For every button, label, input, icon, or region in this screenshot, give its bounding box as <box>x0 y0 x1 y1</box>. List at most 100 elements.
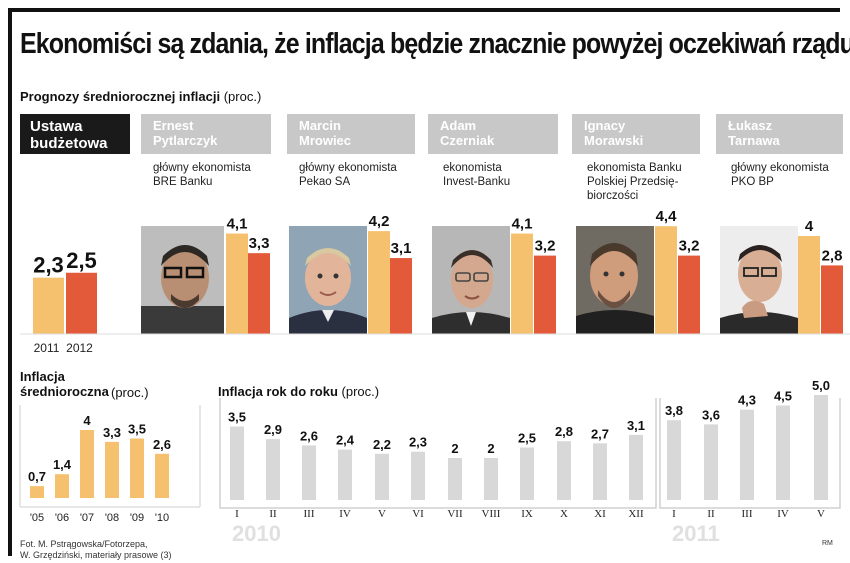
year-2010-bracket <box>219 398 657 509</box>
yoy-bar <box>740 409 754 500</box>
year-label: 2011 <box>672 521 720 546</box>
yoy-value-label: 3,5 <box>228 410 246 425</box>
forecast-value-label: 3,1 <box>391 240 412 257</box>
forecast-value-label: 4,1 <box>227 216 248 233</box>
economist-photo-3 <box>432 226 510 334</box>
frame-top-rule <box>8 8 840 12</box>
economist-tab-1: Ernest Pytlarczyk <box>141 114 271 154</box>
forecast-section-label: Prognozy średniorocznej inflacji <box>20 89 221 104</box>
economist-tab-5: Łukasz Tarnawa <box>716 114 843 154</box>
yoy-bar <box>557 441 571 500</box>
yoy-value-label: 2,8 <box>555 424 573 439</box>
forecast-section-title: Prognozy średniorocznej inflacji (proc.) <box>20 89 261 104</box>
forecast-value-label: 4,1 <box>512 216 533 233</box>
forecast-bar <box>66 272 97 334</box>
annual-section-label: Inflacja średnioroczna <box>20 369 109 399</box>
economist-tab-2: Marcin Mrowiec <box>287 114 415 154</box>
yoy-value-label: 3,1 <box>627 418 645 433</box>
portrait-icon <box>141 226 224 334</box>
yoy-value-label: 2,5 <box>518 431 536 446</box>
portrait-icon <box>432 226 510 334</box>
yoy-value-label: 2 <box>451 441 458 456</box>
economist-photo-5 <box>720 226 798 334</box>
yoy-value-label: 2,3 <box>409 435 427 450</box>
yoy-bar <box>667 420 681 500</box>
forecast-value-label: 3,2 <box>679 238 700 255</box>
annual-year-label: '08 <box>105 512 119 524</box>
annual-value-label: 4 <box>83 413 91 428</box>
economist-role-4: ekonomista Banku Polskiej Przedsię- bior… <box>587 162 682 202</box>
annual-year-label: '05 <box>30 512 44 524</box>
yoy-value-label: 2,4 <box>336 433 355 448</box>
yoy-month-label: XI <box>594 508 606 520</box>
yoy-value-label: 2 <box>487 441 494 456</box>
frame-left-rule <box>8 8 12 556</box>
forecast-bar <box>534 255 556 334</box>
year-2011-bracket <box>659 398 841 509</box>
economist-role-5: główny ekonomista PKO BP <box>731 162 829 188</box>
yoy-month-label: V <box>378 508 386 520</box>
yoy-value-label: 3,8 <box>665 403 683 418</box>
photo-credits: Fot. M. Pstrągowska/Fotorzepa, W. Grzędz… <box>20 539 172 560</box>
year-label: 2010 <box>232 521 281 546</box>
year-label-background <box>668 522 730 544</box>
yoy-section-unit: (proc.) <box>341 384 380 399</box>
yoy-value-label: 2,6 <box>300 428 318 443</box>
economist-tab-3: Adam Czerniak <box>428 114 558 154</box>
yoy-month-label: III <box>304 508 315 520</box>
forecast-bar <box>798 236 820 334</box>
economist-role-2: główny ekonomista Pekao SA <box>299 162 397 188</box>
annual-section-title: Inflacja średnioroczna <box>20 369 109 399</box>
forecast-bar <box>226 233 248 334</box>
portrait-icon <box>576 226 654 334</box>
forecast-bar <box>368 231 390 334</box>
yoy-month-label: V <box>817 508 825 520</box>
forecast-value-label: 3,3 <box>249 235 270 252</box>
yoy-bar <box>448 458 462 500</box>
yoy-month-label: II <box>269 508 277 520</box>
annual-bar <box>130 438 144 498</box>
forecast-value-label: 2,8 <box>822 247 843 264</box>
yoy-bar <box>776 405 790 500</box>
economist-photo-1 <box>141 226 224 334</box>
yoy-month-label: III <box>742 508 753 520</box>
forecast-value-label: 3,2 <box>535 238 556 255</box>
annual-year-label: '07 <box>80 512 94 524</box>
yoy-month-label: IX <box>521 508 533 520</box>
yoy-bar <box>230 426 244 500</box>
annual-bar <box>55 474 69 498</box>
page-title: Ekonomiści są zdania, że inflacja będzie… <box>20 28 850 60</box>
forecast-bar <box>821 265 843 334</box>
yoy-value-label: 2,9 <box>264 422 282 437</box>
annual-year-label: '09 <box>130 512 144 524</box>
yoy-value-label: 5,0 <box>812 378 830 393</box>
yoy-value-label: 3,6 <box>702 407 720 422</box>
economist-role-3: ekonomista Invest-Banku <box>443 162 511 188</box>
forecast-section-unit: (proc.) <box>223 89 262 104</box>
annual-value-label: 3,3 <box>103 425 121 440</box>
yoy-bar <box>411 451 425 500</box>
yoy-bar <box>484 458 498 500</box>
portrait-icon <box>289 226 367 334</box>
yoy-bar <box>338 449 352 500</box>
yoy-value-label: 4,3 <box>738 393 756 408</box>
annual-year-label: '10 <box>155 512 169 524</box>
forecast-value-label: 4 <box>805 218 814 235</box>
annual-section-unit: (proc.) <box>111 385 149 400</box>
annual-bar <box>105 441 119 498</box>
yoy-bar <box>704 424 718 500</box>
year-label-background <box>228 522 294 544</box>
author-signature: RM <box>822 540 833 547</box>
forecast-bar <box>655 226 677 334</box>
forecast-bar <box>511 233 533 334</box>
yoy-bar <box>593 443 607 500</box>
yoy-month-label: VII <box>447 508 463 520</box>
yoy-month-label: X <box>560 508 568 520</box>
forecast-value-label: 4,4 <box>656 208 678 225</box>
yoy-month-label: II <box>707 508 715 520</box>
portrait-icon <box>720 226 798 334</box>
yoy-month-label: XII <box>628 508 644 520</box>
